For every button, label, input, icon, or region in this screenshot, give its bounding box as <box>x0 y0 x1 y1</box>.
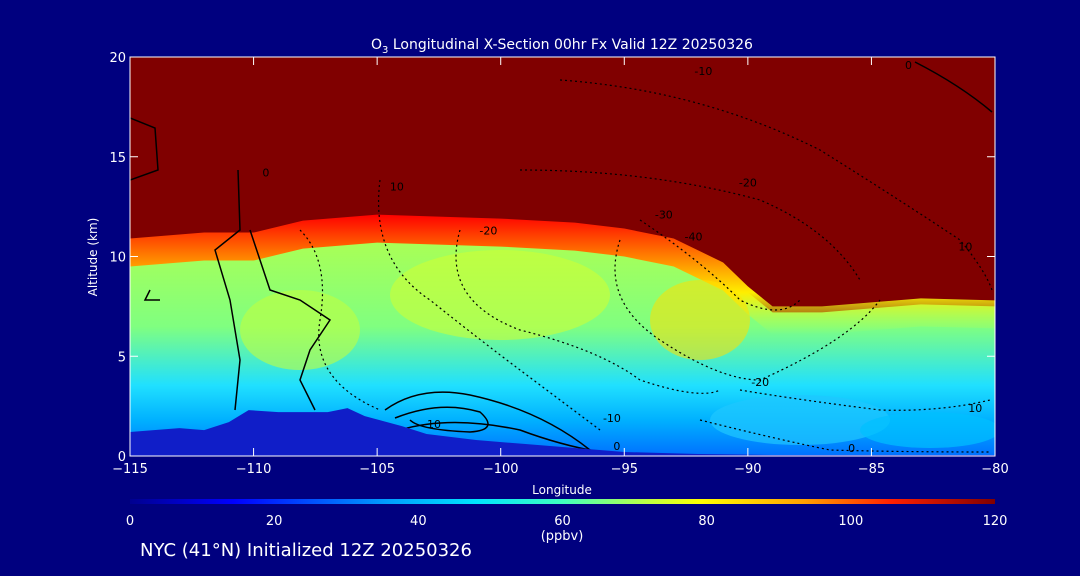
colorbar-units: (ppbv) <box>541 529 584 544</box>
colorbar <box>130 499 995 504</box>
x-tick-label: −80 <box>981 462 1008 477</box>
plot-area: 0 0 -10 10 -20 -30 -40 10 -20 -20 -10 10 0 0 10 <box>130 57 995 456</box>
title-o: O <box>371 37 382 53</box>
contour-label: 10 <box>390 181 404 194</box>
title-subscript: 3 <box>382 45 388 56</box>
colorbar-tick-label: 80 <box>698 514 715 529</box>
contour-label: 10 <box>968 402 982 415</box>
footer-caption: NYC (41°N) Initialized 12Z 20250326 <box>140 540 472 561</box>
contour-label: 0 <box>613 440 620 453</box>
x-tick-label: −100 <box>483 462 519 477</box>
colorbar-tick-label: 100 <box>838 514 863 529</box>
x-tick-label: −85 <box>858 462 885 477</box>
y-tick-label: 15 <box>109 151 126 166</box>
title-rest: Longitudinal X-Section 00hr Fx Valid 12Z… <box>388 37 753 53</box>
contour-label: -10 <box>694 65 712 78</box>
x-tick-label: −105 <box>359 462 395 477</box>
contour-lines <box>130 61 993 453</box>
colorbar-tick-label: 0 <box>126 514 134 529</box>
y-tick-label: 10 <box>109 251 126 266</box>
x-tick-label: −95 <box>611 462 638 477</box>
contour-label: -20 <box>479 225 497 238</box>
x-tick-label: −90 <box>734 462 761 477</box>
contour-label: 0 <box>905 59 912 72</box>
contour-label: -20 <box>739 177 757 190</box>
ozone-features <box>240 250 995 448</box>
y-tick-label: 20 <box>109 51 126 66</box>
y-axis: 0 5 10 15 20 <box>109 51 995 465</box>
colorbar-ticks: 0 20 40 60 80 100 120 <box>126 514 1008 529</box>
chart-title: O3 Longitudinal X-Section 00hr Fx Valid … <box>371 37 753 56</box>
contour-labels: 0 0 -10 10 -20 -30 -40 10 -20 -20 -10 10 0 0 10 <box>262 59 982 455</box>
tropopause-band <box>130 214 995 335</box>
x-axis-title: Longitude <box>532 483 592 497</box>
colorbar-tick-label: 40 <box>410 514 427 529</box>
contour-label: 10 <box>427 418 441 431</box>
y-tick-label: 0 <box>118 450 126 465</box>
contour-label: -10 <box>603 412 621 425</box>
contour-label: 0 <box>262 167 269 180</box>
contour-label: 10 <box>958 241 972 254</box>
y-axis-title: Altitude (km) <box>86 218 100 297</box>
terrain <box>130 408 995 456</box>
contour-label: 0 <box>848 442 855 455</box>
colorbar-tick-label: 60 <box>554 514 571 529</box>
x-tick-label: −115 <box>112 462 148 477</box>
x-axis: −115 −110 −105 −100 −95 −90 −85 −80 <box>112 57 1009 477</box>
contour-label: -30 <box>655 209 673 222</box>
colorbar-tick-label: 20 <box>266 514 283 529</box>
y-tick-label: 5 <box>118 350 126 365</box>
colorbar-tick-label: 120 <box>983 514 1008 529</box>
contour-label: -20 <box>751 376 769 389</box>
x-tick-label: −110 <box>236 462 272 477</box>
contour-label: -40 <box>685 231 703 244</box>
